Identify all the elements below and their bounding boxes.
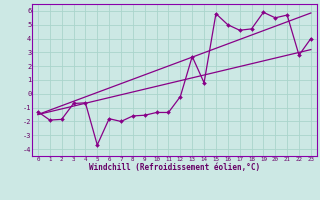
X-axis label: Windchill (Refroidissement éolien,°C): Windchill (Refroidissement éolien,°C): [89, 163, 260, 172]
